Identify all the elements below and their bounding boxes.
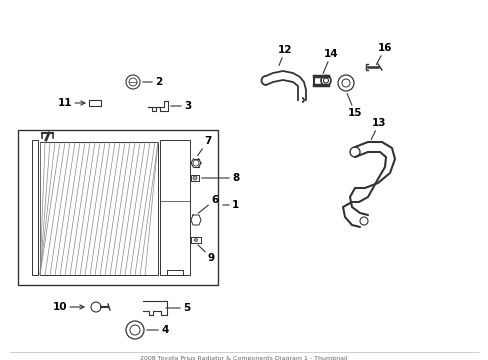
Bar [191,175,199,181]
Text: 16: 16 [376,43,392,64]
Text: 11: 11 [58,98,85,108]
Bar [40,142,158,275]
Text: 13: 13 [370,118,386,140]
Text: 5: 5 [165,303,190,313]
Bar [32,140,38,275]
Text: 12: 12 [278,45,292,66]
Text: 8: 8 [202,173,239,183]
Bar [160,140,190,275]
Text: 3: 3 [170,101,191,111]
Text: 2: 2 [142,77,162,87]
Bar [18,130,218,285]
Circle shape [193,176,197,180]
Circle shape [194,238,197,242]
Bar [89,100,101,106]
Text: 4: 4 [146,325,168,335]
Text: 6: 6 [198,195,218,213]
Text: 9: 9 [198,245,215,263]
Text: 2008 Toyota Prius Radiator & Components Diagram 1 - Thumbnail: 2008 Toyota Prius Radiator & Components … [140,356,347,360]
Text: 1: 1 [223,200,239,210]
Text: 14: 14 [323,49,338,73]
Text: 7: 7 [197,136,211,156]
Text: 15: 15 [346,94,362,118]
Text: 10: 10 [53,302,84,312]
